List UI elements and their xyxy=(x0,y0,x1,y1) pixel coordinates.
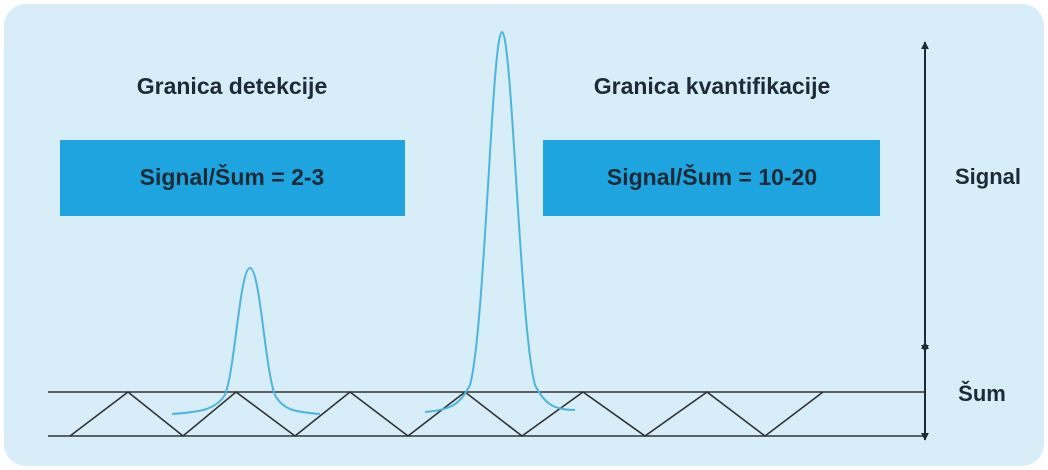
large-peak xyxy=(424,30,576,413)
background xyxy=(4,4,1044,466)
peaks xyxy=(171,30,576,415)
small-peak xyxy=(171,266,321,415)
left-title: Granica detekcije xyxy=(137,73,328,99)
right-title: Granica kvantifikacije xyxy=(594,73,831,99)
right-box xyxy=(543,140,880,216)
noise-band xyxy=(48,390,925,438)
noise-label: Šum xyxy=(958,381,1006,406)
noise-zigzag xyxy=(69,390,824,438)
left-ratio: Signal/Šum = 2-3 xyxy=(140,163,325,190)
left-box xyxy=(60,140,405,216)
signal-label: Signal xyxy=(955,164,1021,189)
right-ratio: Signal/Šum = 10-20 xyxy=(607,163,817,190)
